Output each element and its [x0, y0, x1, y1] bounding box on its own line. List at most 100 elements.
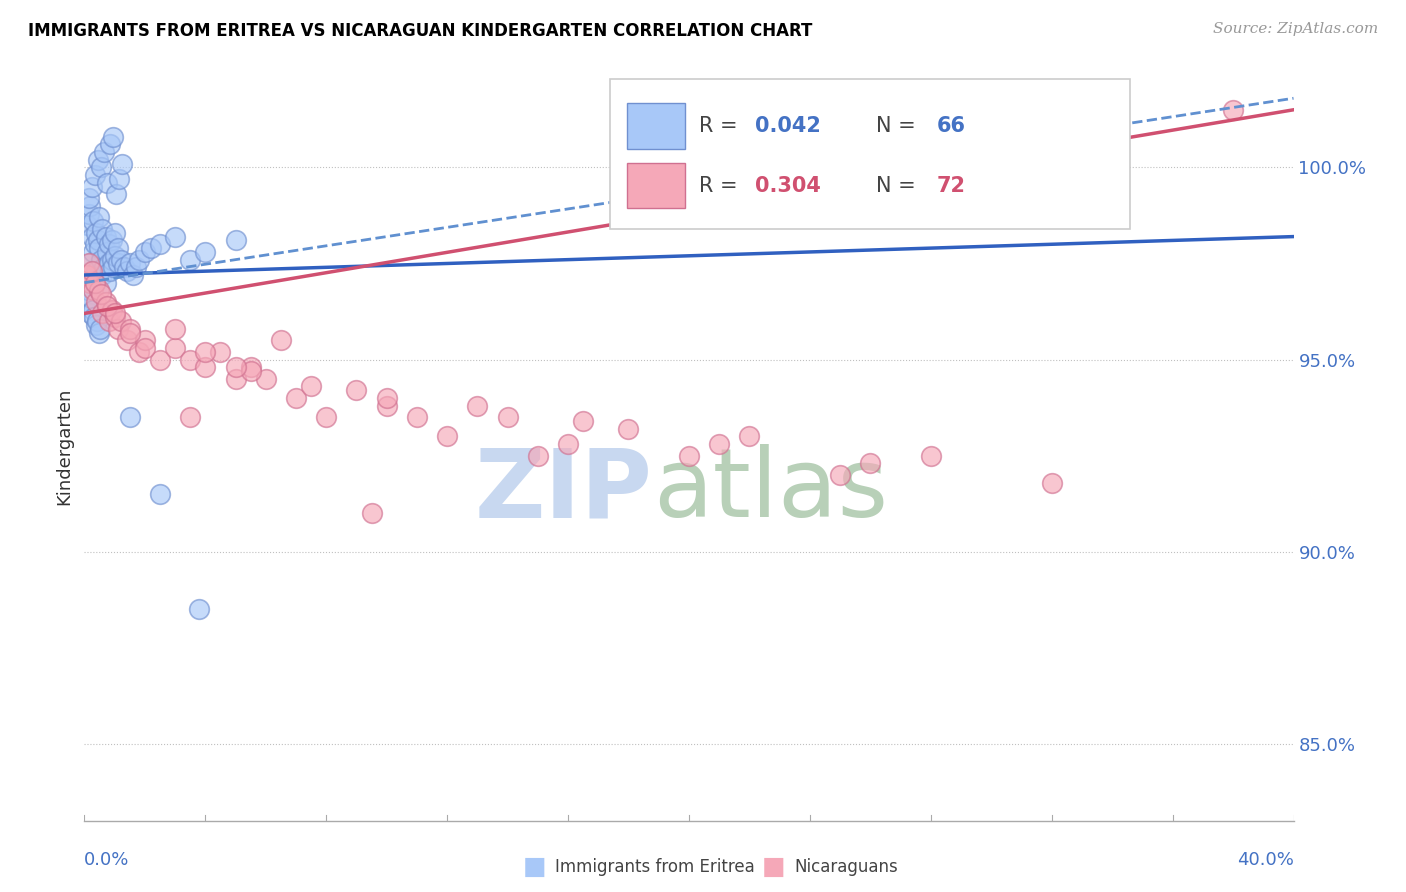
Text: 0.304: 0.304	[755, 176, 821, 196]
Point	[76, 294, 98, 309]
Point	[104, 226, 127, 240]
Point	[111, 156, 134, 170]
Point	[100, 234, 122, 248]
Point	[91, 306, 114, 320]
Point	[93, 145, 115, 159]
Point	[239, 360, 262, 375]
Point	[557, 437, 579, 451]
FancyBboxPatch shape	[610, 78, 1130, 228]
Point	[90, 252, 112, 267]
Point	[91, 222, 114, 236]
Point	[80, 179, 103, 194]
Point	[134, 341, 156, 355]
Point	[188, 602, 211, 616]
Text: ■: ■	[762, 855, 785, 879]
Text: 0.042: 0.042	[755, 116, 821, 136]
Point	[79, 199, 101, 213]
Point	[375, 399, 398, 413]
Point	[678, 449, 700, 463]
Point	[104, 249, 127, 263]
Point	[79, 256, 101, 270]
Point	[76, 268, 98, 282]
Text: R =: R =	[699, 116, 744, 136]
Point	[254, 372, 277, 386]
Point	[87, 234, 110, 248]
Point	[118, 410, 141, 425]
Point	[96, 176, 118, 190]
Point	[100, 302, 122, 317]
Point	[87, 326, 110, 340]
Point	[91, 268, 114, 282]
Point	[98, 137, 121, 152]
Point	[315, 410, 337, 425]
Point	[149, 352, 172, 367]
Point	[118, 326, 141, 340]
Point	[496, 410, 519, 425]
Point	[179, 352, 201, 367]
Point	[239, 364, 262, 378]
Point	[80, 229, 103, 244]
Point	[89, 211, 111, 225]
Point	[149, 487, 172, 501]
Point	[110, 252, 132, 267]
Point	[84, 276, 107, 290]
Point	[76, 218, 98, 232]
Point	[134, 244, 156, 259]
Point	[101, 260, 124, 275]
FancyBboxPatch shape	[627, 103, 685, 149]
Point	[209, 344, 232, 359]
Text: 72: 72	[936, 176, 966, 196]
Point	[225, 234, 247, 248]
Point	[83, 310, 105, 325]
Point	[467, 399, 489, 413]
Point	[79, 306, 101, 320]
Point	[96, 299, 118, 313]
Point	[270, 334, 292, 348]
Point	[115, 264, 138, 278]
Point	[709, 437, 731, 451]
Point	[97, 237, 120, 252]
Point	[80, 264, 103, 278]
Point	[139, 241, 162, 255]
Point	[84, 237, 107, 252]
Point	[859, 456, 882, 470]
Point	[87, 153, 110, 167]
Point	[86, 314, 108, 328]
Point	[830, 467, 852, 482]
Point	[86, 264, 108, 278]
Point	[165, 322, 187, 336]
Text: N =: N =	[876, 116, 922, 136]
Point	[115, 334, 138, 348]
Point	[149, 237, 172, 252]
Point	[104, 310, 127, 325]
Point	[128, 344, 150, 359]
Point	[89, 284, 111, 298]
Point	[86, 294, 108, 309]
Point	[107, 241, 129, 255]
Point	[285, 391, 308, 405]
Point	[108, 172, 131, 186]
Text: IMMIGRANTS FROM ERITREA VS NICARAGUAN KINDERGARTEN CORRELATION CHART: IMMIGRANTS FROM ERITREA VS NICARAGUAN KI…	[28, 22, 813, 40]
Point	[920, 449, 942, 463]
Point	[225, 372, 247, 386]
Point	[96, 244, 118, 259]
Point	[194, 360, 217, 375]
Point	[86, 226, 108, 240]
Point	[165, 229, 187, 244]
Point	[89, 241, 111, 255]
Point	[110, 314, 132, 328]
FancyBboxPatch shape	[627, 162, 685, 209]
Point	[738, 429, 761, 443]
Point	[79, 276, 101, 290]
Point	[100, 252, 122, 267]
Point	[90, 161, 112, 175]
Point	[90, 287, 112, 301]
Point	[436, 429, 458, 443]
Text: Source: ZipAtlas.com: Source: ZipAtlas.com	[1212, 22, 1378, 37]
Point	[128, 252, 150, 267]
Point	[1040, 475, 1063, 490]
Point	[89, 322, 111, 336]
Point	[94, 229, 117, 244]
Point	[1222, 103, 1244, 117]
Point	[77, 256, 100, 270]
